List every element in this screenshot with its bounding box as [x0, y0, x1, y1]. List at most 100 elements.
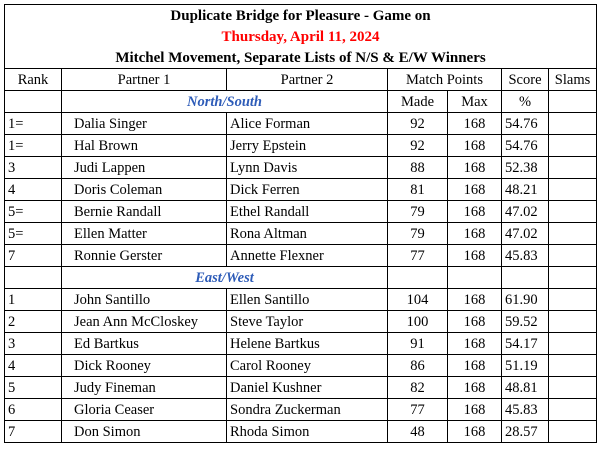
partner1-cell: Ellen Matter [61, 222, 227, 245]
max-cell: 168 [447, 376, 502, 399]
partner1-cell: Gloria Ceaser [61, 398, 227, 421]
slams-cell [547, 310, 598, 333]
max-cell: 168 [447, 332, 502, 355]
title-row-2: Thursday, April 11, 2024 [3, 26, 598, 47]
table-row: 3 Ed Bartkus Helene Bartkus 91 168 54.17 [4, 332, 598, 355]
rank-cell: 3 [4, 156, 62, 179]
made-cell: 86 [387, 354, 448, 377]
max-cell: 168 [447, 222, 502, 245]
results-sheet: Duplicate Bridge for Pleasure - Game on … [3, 4, 598, 443]
score-cell: 48.81 [501, 376, 549, 399]
slams-cell [547, 222, 598, 245]
max-cell: 168 [447, 112, 502, 135]
score-cell: 48.21 [501, 178, 549, 201]
partner2-cell: Alice Forman [226, 112, 388, 135]
partner2-cell: Ellen Santillo [226, 288, 388, 311]
table-row: 1= Dalia Singer Alice Forman 92 168 54.76 [4, 112, 598, 135]
score-cell: 28.57 [501, 420, 549, 443]
partner2-cell: Rona Altman [226, 222, 388, 245]
rank-cell: 6 [4, 398, 62, 421]
slams-cell [547, 288, 598, 311]
table-row: 7 Ronnie Gerster Annette Flexner 77 168 45.83 [4, 244, 598, 267]
rank-cell: 2 [4, 310, 62, 333]
table-row: 5= Ellen Matter Rona Altman 79 168 47.02 [4, 222, 598, 245]
partner2-cell: Helene Bartkus [226, 332, 388, 355]
rank-cell: 1= [4, 134, 62, 157]
max-cell: 168 [447, 134, 502, 157]
score-cell: 61.90 [501, 288, 549, 311]
partner1-cell: Bernie Randall [61, 200, 227, 223]
title-row-3: Mitchel Movement, Separate Lists of N/S … [3, 47, 598, 69]
col-pct-header: % [501, 90, 549, 113]
partner2-cell: Steve Taylor [226, 310, 388, 333]
made-cell: 82 [387, 376, 448, 399]
rank-cell: 7 [4, 244, 62, 267]
rank-cell: 4 [4, 178, 62, 201]
slams-cell [547, 156, 598, 179]
partner1-cell: Judi Lappen [61, 156, 227, 179]
made-cell: 77 [387, 398, 448, 421]
score-cell: 47.02 [501, 222, 549, 245]
slams-cell [547, 178, 598, 201]
partner1-cell: Doris Coleman [61, 178, 227, 201]
made-cell: 81 [387, 178, 448, 201]
table-row: 4 Dick Rooney Carol Rooney 86 168 51.19 [4, 354, 598, 377]
rank-cell: 1= [4, 112, 62, 135]
slams-cell [547, 112, 598, 135]
empty-cell [4, 90, 62, 113]
col-max-header: Max [447, 90, 502, 113]
col-partner2-header: Partner 2 [226, 68, 388, 91]
partner1-cell: Hal Brown [61, 134, 227, 157]
col-slams-header: Slams [547, 68, 598, 91]
ns-section-header: North/South Made Max % [4, 90, 598, 113]
page-title: Duplicate Bridge for Pleasure - Game on [3, 4, 598, 26]
partner2-cell: Carol Rooney [226, 354, 388, 377]
game-date: Thursday, April 11, 2024 [3, 26, 598, 47]
partner1-cell: Don Simon [61, 420, 227, 443]
table-row: 3 Judi Lappen Lynn Davis 88 168 52.38 [4, 156, 598, 179]
made-cell: 79 [387, 200, 448, 223]
slams-cell [547, 200, 598, 223]
table-row: 6 Gloria Ceaser Sondra Zuckerman 77 168 45.83 [4, 398, 598, 421]
rank-cell: 1 [4, 288, 62, 311]
rank-cell: 7 [4, 420, 62, 443]
rank-cell: 5= [4, 200, 62, 223]
slams-cell [547, 420, 598, 443]
score-cell: 59.52 [501, 310, 549, 333]
partner2-cell: Daniel Kushner [226, 376, 388, 399]
score-cell: 51.19 [501, 354, 549, 377]
made-cell: 77 [387, 244, 448, 267]
partner1-cell: Judy Fineman [61, 376, 227, 399]
slams-cell [547, 354, 598, 377]
made-cell: 92 [387, 112, 448, 135]
made-cell: 88 [387, 156, 448, 179]
max-cell: 168 [447, 354, 502, 377]
column-header-row: Rank Partner 1 Partner 2 Match Points Sc… [4, 68, 598, 91]
partner2-cell: Ethel Randall [226, 200, 388, 223]
partner2-cell: Annette Flexner [226, 244, 388, 267]
empty-cell [387, 266, 448, 289]
partner1-cell: John Santillo [61, 288, 227, 311]
page-subtitle: Mitchel Movement, Separate Lists of N/S … [3, 47, 598, 69]
table-row: 7 Don Simon Rhoda Simon 48 168 28.57 [4, 420, 598, 443]
ns-section-label: North/South [61, 90, 388, 113]
table-row: 1= Hal Brown Jerry Epstein 92 168 54.76 [4, 134, 598, 157]
made-cell: 104 [387, 288, 448, 311]
partner2-cell: Sondra Zuckerman [226, 398, 388, 421]
max-cell: 168 [447, 200, 502, 223]
col-score-header: Score [501, 68, 549, 91]
col-partner1-header: Partner 1 [61, 68, 227, 91]
score-cell: 47.02 [501, 200, 549, 223]
partner1-cell: Jean Ann McCloskey [61, 310, 227, 333]
empty-cell [447, 266, 502, 289]
partner1-cell: Dick Rooney [61, 354, 227, 377]
table-row: 2 Jean Ann McCloskey Steve Taylor 100 168 59.… [4, 310, 598, 333]
score-cell: 45.83 [501, 244, 549, 267]
partner1-cell: Ed Bartkus [61, 332, 227, 355]
made-cell: 91 [387, 332, 448, 355]
max-cell: 168 [447, 156, 502, 179]
partner2-cell: Jerry Epstein [226, 134, 388, 157]
partner1-cell: Ronnie Gerster [61, 244, 227, 267]
partner2-cell: Rhoda Simon [226, 420, 388, 443]
col-made-header: Made [387, 90, 448, 113]
